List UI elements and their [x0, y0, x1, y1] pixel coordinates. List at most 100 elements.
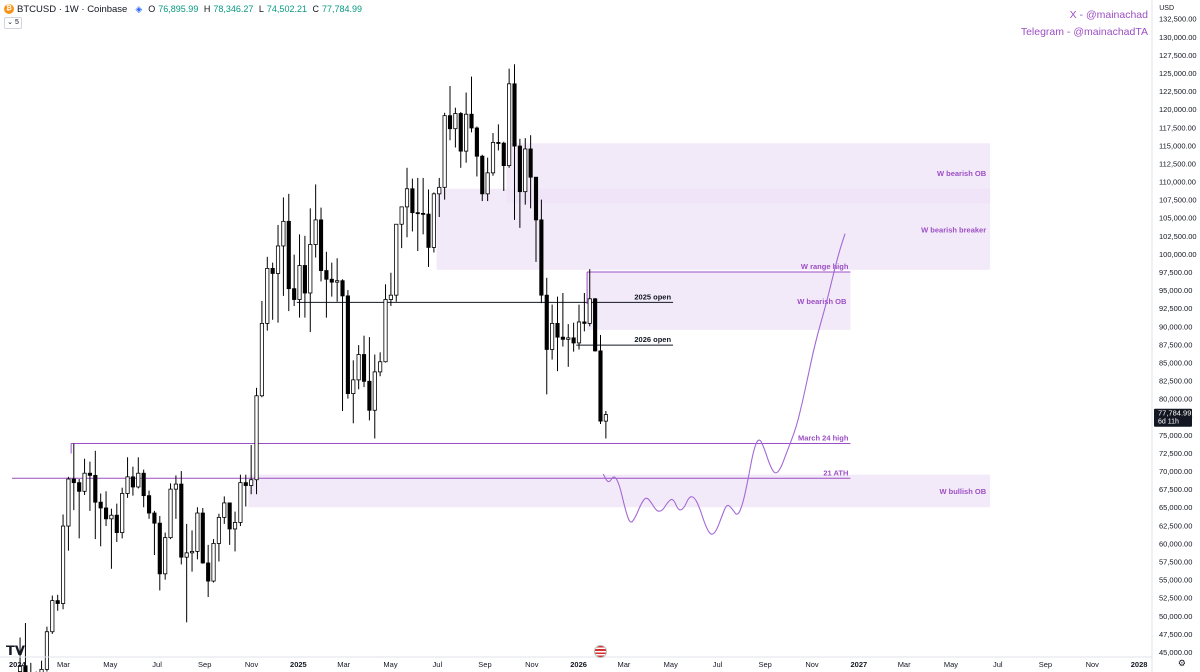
- time-tick-label: Mar: [337, 660, 350, 669]
- price-tick-label: 92,500.00: [1159, 304, 1192, 313]
- price-tick-label: 110,000.00: [1159, 178, 1196, 187]
- candle-body: [308, 244, 313, 294]
- candle-body: [163, 537, 168, 575]
- candle-body: [544, 294, 549, 350]
- indicator-toggle[interactable]: ⌄ 5: [4, 17, 22, 29]
- candle-body: [566, 337, 571, 340]
- candle-body: [351, 379, 356, 395]
- candle-body: [528, 148, 533, 178]
- candle-body: [184, 552, 189, 558]
- candle-body: [372, 371, 377, 411]
- candle-body: [582, 321, 587, 324]
- time-tick-label: May: [664, 660, 678, 669]
- candle-body: [265, 267, 270, 324]
- level-label: 2026 open: [634, 335, 671, 344]
- bitcoin-icon: ₿: [4, 4, 14, 14]
- candle-body: [281, 220, 286, 247]
- candle-body: [415, 212, 420, 215]
- time-tick-label: May: [383, 660, 397, 669]
- candle-body: [507, 83, 512, 167]
- price-tag-countdown: 6d 11h: [1158, 419, 1179, 426]
- candle-body: [356, 354, 361, 381]
- price-tag-box: [1154, 408, 1192, 427]
- candle-body: [195, 512, 200, 552]
- price-tick-label: 45,000.00: [1159, 648, 1192, 657]
- candle-body: [474, 127, 479, 157]
- zone-label: W bearish OB: [937, 169, 987, 178]
- ohlc-readout: O 76,895.99 H 78,346.27 L 74,502.21 C 77,784…: [148, 4, 363, 14]
- us-flag-icon[interactable]: [594, 645, 607, 658]
- candle-body: [421, 212, 426, 215]
- time-tick-label: Jul: [152, 660, 162, 669]
- zone-box: [587, 272, 851, 330]
- candle-body: [136, 472, 141, 488]
- candle-body: [383, 299, 388, 363]
- time-tick-label: Sep: [198, 660, 211, 669]
- time-axis[interactable]: 2024 Mar May Jul Sep Nov 2025 Mar May Jul Sep Nov 20…: [9, 660, 1147, 669]
- market-status-icon[interactable]: ◈: [135, 3, 143, 14]
- candle-body: [593, 298, 598, 352]
- price-tick-label: 75,000.00: [1159, 431, 1192, 440]
- time-tick-label: Mar: [898, 660, 911, 669]
- candle-body: [157, 522, 162, 575]
- candle-body: [206, 562, 211, 582]
- candle-body: [313, 219, 318, 245]
- candle-body: [447, 115, 453, 130]
- candle-body: [98, 501, 103, 509]
- zone-label: W bearish breaker: [921, 225, 986, 234]
- price-tick-label: 127,500.00: [1159, 51, 1197, 60]
- candle-body: [211, 543, 216, 582]
- candle-body: [238, 482, 243, 523]
- time-tick-label: Sep: [478, 660, 491, 669]
- candle-body: [130, 476, 135, 488]
- candle-body: [200, 512, 205, 564]
- candle-body: [598, 350, 603, 422]
- candle-body: [523, 148, 528, 193]
- candle-body: [168, 488, 173, 539]
- candle-body: [227, 502, 232, 530]
- zone-layer: W bearish OB W bearish breaker W bearish O…: [248, 143, 991, 508]
- candle-body: [189, 550, 195, 554]
- candle-body: [490, 142, 496, 174]
- symbol-title[interactable]: BTCUSD · 1W · Coinbase: [17, 3, 128, 15]
- candle-body: [23, 665, 28, 672]
- tradingview-logo-icon[interactable]: 𝗧𝗩: [6, 643, 25, 658]
- price-tick-label: 82,500.00: [1159, 377, 1192, 386]
- candle-body: [50, 600, 55, 633]
- social-telegram-handle: Telegram - @mainachadTA: [1020, 26, 1148, 38]
- candle-body: [378, 361, 383, 373]
- candle-body: [335, 280, 340, 283]
- candle-body: [469, 113, 474, 129]
- candle-body: [125, 476, 130, 494]
- candle-body: [453, 113, 458, 130]
- time-tick-label: Jul: [713, 660, 723, 669]
- projection-layer: [602, 233, 846, 535]
- price-axis[interactable]: 132,500.00 130,000.00 127,500.00 125,000.00…: [1159, 15, 1197, 657]
- indicator-count: 5: [14, 19, 19, 26]
- price-tag-value: 77,784.99: [1158, 409, 1191, 418]
- time-tick-label: Nov: [805, 660, 819, 669]
- price-tick-label: 120,000.00: [1159, 105, 1197, 114]
- price-tick-label: 47,500.00: [1159, 630, 1192, 639]
- axis-settings-icon[interactable]: ⚙: [1177, 658, 1186, 668]
- candle-body: [480, 155, 485, 195]
- candle-body: [340, 280, 345, 297]
- price-tick-label: 72,500.00: [1159, 449, 1192, 458]
- time-tick-label: 2028: [1131, 660, 1148, 669]
- time-tick-label: May: [103, 660, 117, 669]
- candle-body: [179, 483, 184, 558]
- price-tick-label: 87,500.00: [1159, 340, 1192, 349]
- candle-body: [533, 176, 539, 221]
- candle-body: [141, 472, 146, 497]
- time-tick-label: Nov: [245, 660, 259, 669]
- price-tick-label: 117,500.00: [1159, 123, 1196, 132]
- price-tick-label: 60,000.00: [1159, 539, 1192, 548]
- price-tick-label: 125,000.00: [1159, 69, 1197, 78]
- time-tick-label: Sep: [1039, 660, 1052, 669]
- level-label: 21 ATH: [823, 468, 848, 477]
- candle-body: [55, 600, 60, 604]
- zone-box: [436, 188, 991, 270]
- price-tick-label: 97,500.00: [1159, 268, 1192, 277]
- candle-body: [560, 336, 565, 340]
